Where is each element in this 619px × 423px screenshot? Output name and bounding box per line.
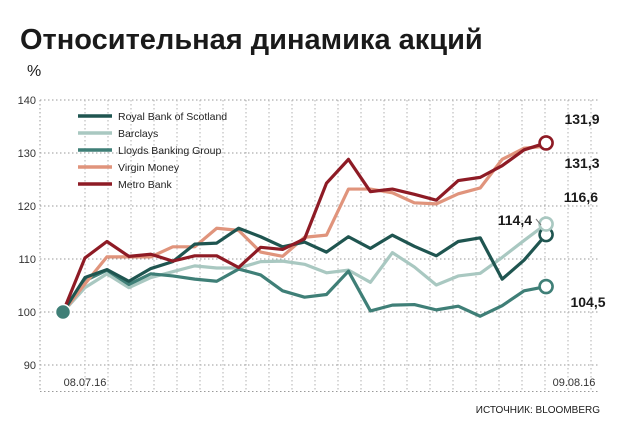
end-labels: 114,4 116,6 104,5 131,3 131,9 [498,111,606,310]
y-tick-label: 130 [18,148,36,160]
y-tick-label: 90 [24,360,36,372]
y-tick-label: 110 [18,254,36,266]
end-label-1: 116,6 [564,189,598,205]
x-axis-ticks: 08.07.16 09.08.16 [64,377,596,389]
end-label-0: 114,4 [498,212,532,228]
y-tick-label: 100 [18,307,36,319]
chart-title: Относительная динамика акций [20,24,483,56]
x-tick-label: 08.07.16 [64,377,107,389]
end-point-2 [538,278,554,295]
end-label-4: 131,9 [564,111,599,127]
series-line-1 [61,222,548,314]
y-tick-label: 140 [18,95,36,107]
series-line-4 [61,141,548,314]
end-label-2: 104,5 [570,294,605,310]
legend-label: Lloyds Banking Group [118,145,221,157]
series-line-0 [61,226,548,314]
legend-label: Virgin Money [118,162,180,174]
end-label-3: 131,3 [564,155,599,171]
end-point-1 [538,216,554,232]
end-point-4 [538,135,554,151]
legend-label: Barclays [118,128,158,140]
start-point [54,303,72,321]
series-line-2 [61,267,548,318]
y-tick-label: 120 [18,201,36,213]
leader-line [535,218,542,226]
legend: Royal Bank of Scotland Barclays Lloyds Ban… [78,111,227,191]
unit-label: % [27,63,41,80]
series-markers [54,135,554,321]
y-axis-ticks: 90 100 110 120 130 140 [18,95,36,372]
series-lines [61,141,548,318]
x-tick-label: 09.08.16 [553,377,596,389]
legend-label: Royal Bank of Scotland [118,111,227,123]
legend-label: Metro Bank [118,179,172,191]
source-label: ИСТОЧНИК: BLOOMBERG [476,405,600,416]
